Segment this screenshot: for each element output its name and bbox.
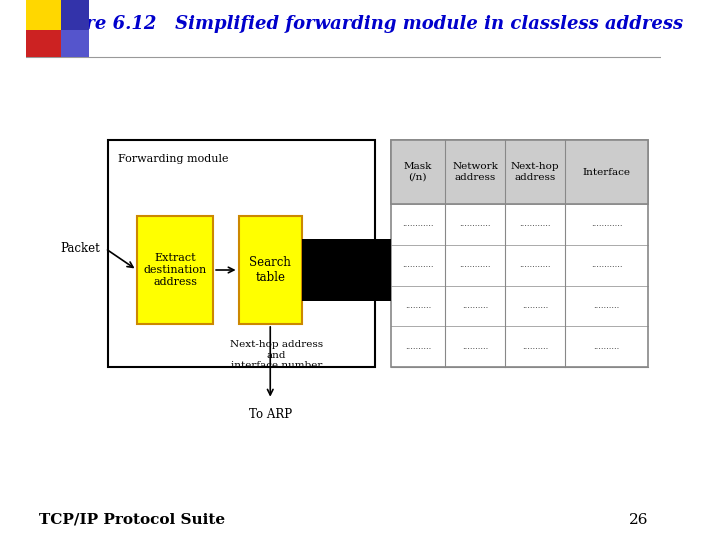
Text: ............: ............ <box>520 220 551 228</box>
Text: Search
table: Search table <box>249 256 291 284</box>
Bar <box>391 140 648 204</box>
Text: ............: ............ <box>520 261 551 269</box>
Text: 26: 26 <box>629 512 648 526</box>
Bar <box>60 0 89 30</box>
Text: Interface: Interface <box>582 167 631 177</box>
Text: TCP/IP Protocol Suite: TCP/IP Protocol Suite <box>38 512 225 526</box>
Text: ............: ............ <box>591 220 623 228</box>
Bar <box>238 216 302 324</box>
Text: Forwarding module: Forwarding module <box>118 154 228 164</box>
Text: Extract
destination
address: Extract destination address <box>143 253 207 287</box>
Text: Figure 6.12   Simplified forwarding module in classless address: Figure 6.12 Simplified forwarding module… <box>41 15 684 33</box>
Text: ............: ............ <box>591 261 623 269</box>
Bar <box>108 140 375 367</box>
Text: ............: ............ <box>459 261 491 269</box>
Bar <box>302 239 391 301</box>
Text: Packet: Packet <box>60 242 101 255</box>
Bar <box>137 216 213 324</box>
Bar <box>26 30 60 57</box>
Text: Network
address: Network address <box>452 163 498 182</box>
Text: ..........: .......... <box>462 343 488 351</box>
Text: ............: ............ <box>459 220 491 228</box>
Bar <box>26 0 60 30</box>
Text: ..........: .......... <box>593 343 620 351</box>
Text: Next-hop address
and
interface number: Next-hop address and interface number <box>230 340 323 370</box>
Text: ..........: .......... <box>522 302 549 310</box>
Text: To ARP: To ARP <box>248 408 292 421</box>
Text: ..........: .......... <box>522 343 549 351</box>
Bar <box>391 140 648 367</box>
Text: Next-hop
address: Next-hop address <box>511 163 559 182</box>
Text: ............: ............ <box>402 261 433 269</box>
Text: ..........: .......... <box>405 343 431 351</box>
Text: ..........: .......... <box>405 302 431 310</box>
Text: Mask
(/n): Mask (/n) <box>404 163 432 182</box>
Text: ............: ............ <box>402 220 433 228</box>
Text: ..........: .......... <box>462 302 488 310</box>
Text: ..........: .......... <box>593 302 620 310</box>
Bar <box>60 30 89 57</box>
